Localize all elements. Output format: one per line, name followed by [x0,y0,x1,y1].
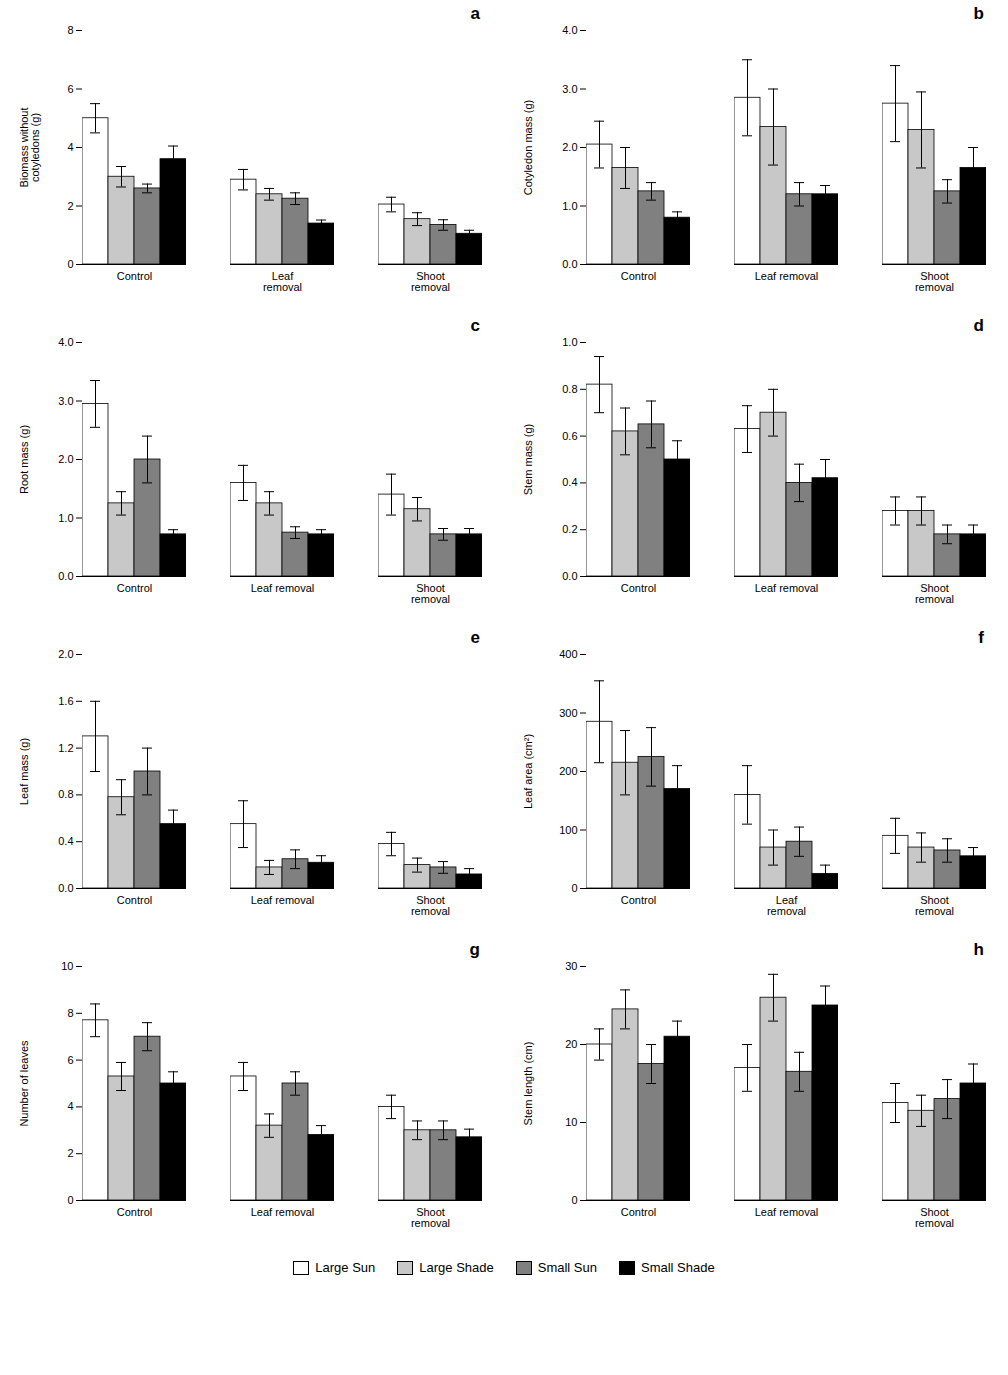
svg-text:Leaf removal: Leaf removal [251,582,315,594]
html-text:a: a [470,4,480,23]
svg-text:4.0: 4.0 [58,336,73,348]
svg-text:0: 0 [571,882,577,894]
svg-text:Cotyledon mass (g): Cotyledon mass (g) [522,100,534,195]
svg-text:1.0: 1.0 [562,336,577,348]
svg-text:1.6: 1.6 [58,695,73,707]
html-text:d: d [973,316,984,335]
svg-text:0.2: 0.2 [562,523,577,535]
html-text:Small Shade: Small Shade [641,1260,715,1275]
svg-text:Leaf area (cm²): Leaf area (cm²) [522,734,534,809]
html-text:h: h [973,940,984,959]
svg-text:Control: Control [117,1206,152,1218]
svg-text:Control: Control [621,894,656,906]
svg-text:Number of leaves: Number of leaves [18,1040,30,1127]
svg-text:Shootremoval: Shootremoval [915,270,954,293]
svg-text:0.6: 0.6 [562,430,577,442]
html-text:e: e [470,628,480,647]
svg-text:Stem length (cm): Stem length (cm) [522,1042,534,1126]
html-text:c: c [470,316,480,335]
svg-text:Leaf removal: Leaf removal [755,270,819,282]
svg-text:0.0: 0.0 [58,570,73,582]
svg-text:Shootremoval: Shootremoval [411,270,450,293]
svg-text:4.0: 4.0 [562,24,577,36]
svg-text:Leaf removal: Leaf removal [755,582,819,594]
svg-text:3.0: 3.0 [562,83,577,95]
svg-text:Shootremoval: Shootremoval [915,582,954,605]
html-text:b: b [973,4,984,23]
svg-text:Control: Control [621,270,656,282]
svg-text:Control: Control [621,1206,656,1218]
svg-text:400: 400 [559,648,577,660]
svg-text:Shootremoval: Shootremoval [411,894,450,917]
svg-text:20: 20 [565,1038,577,1050]
svg-text:2.0: 2.0 [58,648,73,660]
svg-text:2.0: 2.0 [58,453,73,465]
svg-text:300: 300 [559,707,577,719]
svg-text:0.4: 0.4 [58,835,73,847]
svg-text:0: 0 [67,258,73,270]
svg-text:Control: Control [117,270,152,282]
svg-text:6: 6 [67,83,73,95]
svg-text:1.2: 1.2 [58,742,73,754]
svg-text:0.8: 0.8 [562,383,577,395]
svg-text:4: 4 [67,1100,73,1112]
svg-text:Biomass withoutcotyledons (g): Biomass withoutcotyledons (g) [18,107,41,187]
svg-text:200: 200 [559,765,577,777]
svg-text:Shootremoval: Shootremoval [915,894,954,917]
svg-text:10: 10 [61,960,73,972]
svg-text:2: 2 [67,1147,73,1159]
svg-text:0.0: 0.0 [562,570,577,582]
svg-text:8: 8 [67,24,73,36]
svg-text:Control: Control [117,894,152,906]
html-text:Small Sun: Small Sun [537,1260,597,1275]
svg-text:Root mass (g): Root mass (g) [18,425,30,494]
svg-text:Shootremoval: Shootremoval [915,1206,954,1229]
html-text:g: g [469,940,480,959]
svg-text:30: 30 [565,960,577,972]
svg-text:1.0: 1.0 [58,512,73,524]
svg-text:0: 0 [67,1194,73,1206]
html-text:f: f [978,628,984,647]
svg-text:0.4: 0.4 [562,476,577,488]
svg-text:Control: Control [117,582,152,594]
svg-text:Leaf removal: Leaf removal [755,1206,819,1218]
svg-text:8: 8 [67,1007,73,1019]
svg-text:Leaf mass (g): Leaf mass (g) [18,738,30,805]
svg-text:100: 100 [559,824,577,836]
svg-text:Shootremoval: Shootremoval [411,582,450,605]
svg-text:2: 2 [67,200,73,212]
svg-text:10: 10 [565,1116,577,1128]
svg-text:0.0: 0.0 [562,258,577,270]
svg-text:Leaf removal: Leaf removal [251,894,315,906]
svg-text:Shootremoval: Shootremoval [411,1206,450,1229]
svg-text:Control: Control [621,582,656,594]
html-text:Large Sun: Large Sun [315,1260,376,1275]
svg-text:0.0: 0.0 [58,882,73,894]
svg-text:Leafremoval: Leafremoval [767,894,806,917]
svg-text:Leafremoval: Leafremoval [263,270,302,293]
svg-text:6: 6 [67,1054,73,1066]
svg-text:4: 4 [67,141,73,153]
svg-text:1.0: 1.0 [562,200,577,212]
svg-text:0: 0 [571,1194,577,1206]
svg-text:0.8: 0.8 [58,788,73,800]
svg-text:Leaf removal: Leaf removal [251,1206,315,1218]
svg-text:2.0: 2.0 [562,141,577,153]
svg-text:Stem mass (g): Stem mass (g) [522,424,534,496]
html-text:Large Shade: Large Shade [419,1260,494,1275]
svg-text:3.0: 3.0 [58,395,73,407]
